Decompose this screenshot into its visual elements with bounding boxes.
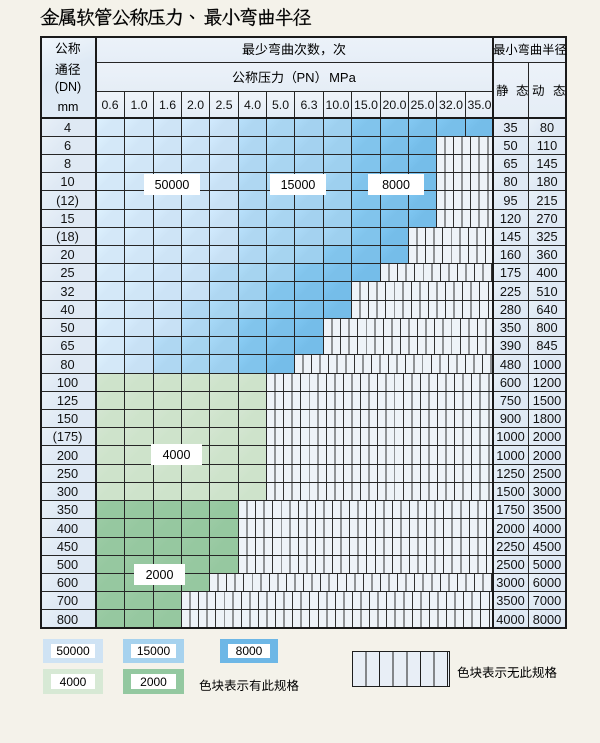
svg-text:MPa: MPa (329, 70, 357, 85)
svg-text:PN: PN (297, 70, 315, 85)
